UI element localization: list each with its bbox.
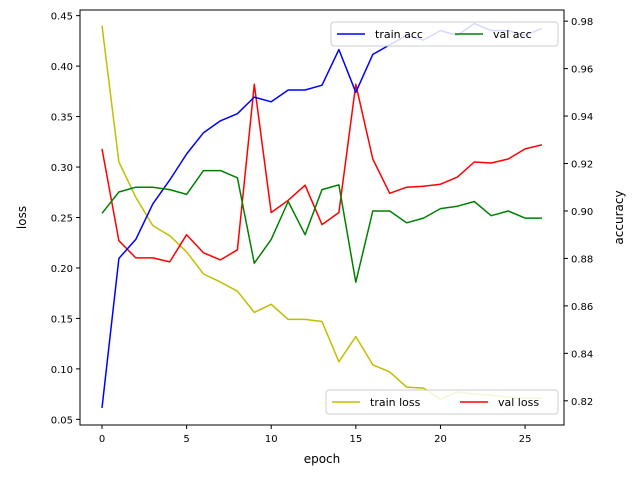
right-y-tick-label: 0.86 (571, 302, 593, 313)
legend-box (325, 389, 559, 415)
left-y-tick-label: 0.15 (51, 314, 73, 325)
x-axis-ticks: 0 5 10 15 20 25 (99, 425, 532, 445)
right-y-tick-label: 0.96 (571, 65, 593, 76)
legend-lower-right: train loss val loss (325, 389, 559, 415)
legend-upper-right: train acc val acc (330, 21, 559, 47)
right-y-tick-label: 0.94 (571, 112, 593, 123)
val-loss-line (101, 83, 543, 263)
left-y-tick-label: 0.40 (51, 62, 73, 73)
right-y-tick-label: 0.82 (571, 397, 593, 408)
x-tick-label: 15 (349, 434, 362, 445)
left-y-tick-label: 0.10 (51, 365, 73, 376)
legend-label: train acc (375, 28, 423, 41)
legends: train acc val acc train loss val loss (325, 21, 559, 415)
left-y-tick-label: 0.30 (51, 163, 73, 174)
right-y-tick-label: 0.92 (571, 160, 593, 171)
right-y-tick-label: 0.98 (571, 17, 593, 28)
right-y-tick-label: 0.90 (571, 207, 593, 218)
left-y-axis-ticks: 0.05 0.10 0.15 0.20 0.25 0.30 0.35 0.40 0.45 (51, 12, 80, 426)
left-y-tick-label: 0.20 (51, 264, 73, 275)
x-tick-label: 20 (434, 434, 447, 445)
left-y-tick-label: 0.35 (51, 113, 73, 124)
left-y-axis-label: loss (15, 206, 29, 229)
left-y-tick-label: 0.45 (51, 12, 73, 23)
legend-label: train loss (370, 396, 421, 409)
left-y-tick-label: 0.25 (51, 214, 73, 225)
x-tick-label: 5 (183, 434, 189, 445)
legend-label: val acc (493, 28, 532, 41)
x-tick-label: 25 (519, 434, 532, 445)
right-y-tick-label: 0.84 (571, 349, 593, 360)
right-y-axis-label: accuracy (612, 190, 626, 244)
x-tick-label: 10 (265, 434, 278, 445)
right-y-tick-label: 0.88 (571, 254, 593, 265)
legend-label: val loss (498, 396, 539, 409)
x-tick-label: 0 (99, 434, 105, 445)
right-y-axis-ticks: 0.82 0.84 0.86 0.88 0.90 0.92 0.94 0.96 0.98 (564, 17, 593, 408)
legend-box (330, 21, 559, 47)
x-axis-label: epoch (304, 452, 341, 466)
left-y-tick-label: 0.05 (51, 415, 73, 426)
val-acc-line (101, 169, 542, 283)
